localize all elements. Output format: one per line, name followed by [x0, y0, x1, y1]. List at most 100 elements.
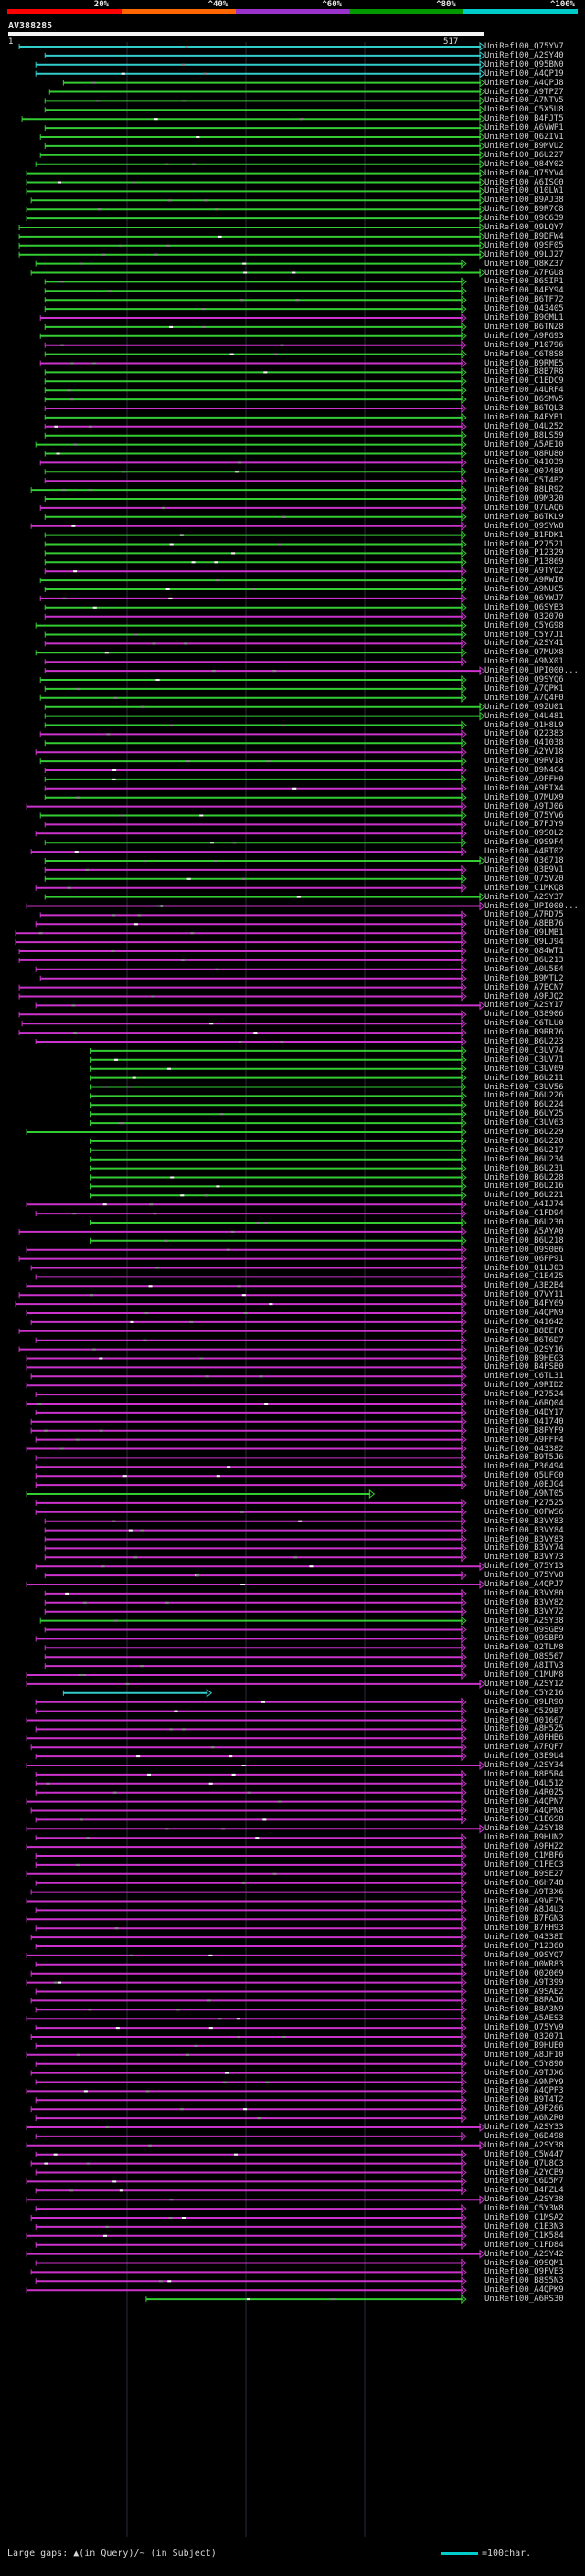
- hit-label[interactable]: UniRef100_A4QPP3: [484, 2086, 564, 2096]
- hit-label[interactable]: UniRef100_B6TNZ8: [484, 322, 564, 332]
- hit-label[interactable]: UniRef100_B6U217: [484, 1145, 564, 1155]
- hit-label[interactable]: UniRef100_Q43382: [484, 1444, 564, 1454]
- hit-label[interactable]: UniRef100_P13869: [484, 557, 564, 567]
- hit-label[interactable]: UniRef100_A0FHB6: [484, 1733, 564, 1744]
- hit-label[interactable]: UniRef100_C6T8S8: [484, 349, 564, 359]
- hit-label[interactable]: UniRef100_A9PG93: [484, 331, 564, 341]
- hit-label[interactable]: UniRef100_B8S5N3: [484, 2276, 564, 2286]
- hit-label[interactable]: UniRef100_Q4U512: [484, 1778, 564, 1788]
- hit-label[interactable]: UniRef100_Q7UAQ6: [484, 503, 564, 513]
- hit-label[interactable]: UniRef100_Q84WT1: [484, 947, 564, 956]
- hit-label[interactable]: UniRef100_B6U229: [484, 1128, 564, 1137]
- hit-label[interactable]: UniRef100_A2YCB9: [484, 2168, 564, 2178]
- hit-label[interactable]: UniRef100_A7BCN7: [484, 982, 564, 992]
- hit-label[interactable]: UniRef100_B9T5J6: [484, 1453, 564, 1463]
- hit-label[interactable]: UniRef100_C1MSA2: [484, 2213, 564, 2222]
- hit-label[interactable]: UniRef100_P27525: [484, 1498, 564, 1508]
- hit-label[interactable]: UniRef100_C1MBF6: [484, 1851, 564, 1860]
- hit-label[interactable]: UniRef100_C1MKQ8: [484, 883, 564, 893]
- hit-label[interactable]: UniRef100_B9T4T2: [484, 2095, 564, 2105]
- hit-label[interactable]: UniRef100_C3UV74: [484, 1045, 564, 1055]
- hit-label[interactable]: UniRef100_Q6H748: [484, 1878, 564, 1888]
- hit-label[interactable]: UniRef100_B7FJY9: [484, 820, 564, 830]
- hit-label[interactable]: UniRef100_B6U216: [484, 1182, 564, 1192]
- hit-label[interactable]: UniRef100_B3VY80: [484, 1588, 564, 1598]
- hit-label[interactable]: UniRef100_A2SY42: [484, 2249, 564, 2259]
- hit-label[interactable]: UniRef100_A4QPJ8: [484, 78, 564, 88]
- hit-label[interactable]: UniRef100_Q9SYQ7: [484, 1950, 564, 1960]
- hit-label[interactable]: UniRef100_A5AE10: [484, 440, 564, 450]
- hit-label[interactable]: UniRef100_C5T4B2: [484, 476, 564, 486]
- hit-label[interactable]: UniRef100_Q75YV4: [484, 168, 564, 178]
- hit-label[interactable]: UniRef100_A4URF4: [484, 386, 564, 396]
- hit-label[interactable]: UniRef100_A4QPN8: [484, 1806, 564, 1816]
- hit-label[interactable]: UniRef100_Q4U481: [484, 711, 564, 721]
- hit-label[interactable]: UniRef100_A9TJ06: [484, 801, 564, 811]
- hit-label[interactable]: UniRef100_C1E3N3: [484, 2221, 564, 2231]
- hit-label[interactable]: UniRef100_Q02069: [484, 1968, 564, 1978]
- hit-label[interactable]: UniRef100_UPI000...: [484, 901, 579, 911]
- hit-label[interactable]: UniRef100_Q3E9U4: [484, 1752, 564, 1762]
- hit-label[interactable]: UniRef100_B6UY25: [484, 1109, 564, 1119]
- hit-label[interactable]: UniRef100_A7NTV5: [484, 96, 564, 106]
- hit-label[interactable]: UniRef100_C5Y890: [484, 2059, 564, 2069]
- hit-label[interactable]: UniRef100_A6RS30: [484, 2295, 564, 2305]
- hit-label[interactable]: UniRef100_C3UV69: [484, 1064, 564, 1074]
- hit-label[interactable]: UniRef100_A4QPN7: [484, 1797, 564, 1807]
- hit-label[interactable]: UniRef100_Q9FVE3: [484, 2267, 564, 2277]
- hit-label[interactable]: UniRef100_Q9LJ94: [484, 938, 564, 948]
- hit-label[interactable]: UniRef100_A6VWP1: [484, 123, 564, 133]
- hit-label[interactable]: UniRef100_B8BEF0: [484, 1326, 564, 1336]
- hit-label[interactable]: UniRef100_B4FY94: [484, 286, 564, 296]
- hit-label[interactable]: UniRef100_Q22383: [484, 729, 564, 739]
- hit-label[interactable]: UniRef100_B3VY84: [484, 1525, 564, 1535]
- hit-label[interactable]: UniRef100_Q8RU80: [484, 449, 564, 459]
- hit-label[interactable]: UniRef100_A2SY12: [484, 1679, 564, 1689]
- hit-label[interactable]: UniRef100_Q6YWJ7: [484, 593, 564, 603]
- hit-label[interactable]: UniRef100_A9PIX4: [484, 783, 564, 793]
- hit-label[interactable]: UniRef100_A6RQ04: [484, 1399, 564, 1408]
- hit-label[interactable]: UniRef100_B6U218: [484, 1235, 564, 1246]
- hit-label[interactable]: UniRef100_A9TYO2: [484, 567, 564, 577]
- hit-label[interactable]: UniRef100_Q9SF05: [484, 240, 564, 250]
- hit-label[interactable]: UniRef100_B8B7R8: [484, 367, 564, 377]
- hit-label[interactable]: UniRef100_Q32071: [484, 2032, 564, 2041]
- hit-label[interactable]: UniRef100_A8ITV3: [484, 1661, 564, 1671]
- hit-label[interactable]: UniRef100_B9HUE0: [484, 2041, 564, 2051]
- hit-label[interactable]: UniRef100_Q75Y13: [484, 1562, 564, 1572]
- hit-label[interactable]: UniRef100_A9PJQ2: [484, 991, 564, 1002]
- hit-label[interactable]: UniRef100_Q0PWS6: [484, 1507, 564, 1517]
- hit-label[interactable]: UniRef100_A9RWI0: [484, 576, 564, 586]
- hit-label[interactable]: UniRef100_C1E6S8: [484, 1815, 564, 1825]
- hit-label[interactable]: UniRef100_A8BB76: [484, 919, 564, 929]
- hit-label[interactable]: UniRef100_A9NT05: [484, 1489, 564, 1499]
- hit-label[interactable]: UniRef100_B6SMV5: [484, 395, 564, 405]
- hit-label[interactable]: UniRef100_Q9SQM1: [484, 2258, 564, 2268]
- hit-label[interactable]: UniRef100_A0EJG4: [484, 1480, 564, 1490]
- hit-label[interactable]: UniRef100_B6U230: [484, 1218, 564, 1227]
- hit-label[interactable]: UniRef100_Q41039: [484, 458, 564, 468]
- hit-label[interactable]: UniRef100_A3B2B4: [484, 1281, 564, 1291]
- hit-label[interactable]: UniRef100_C5Y216: [484, 1688, 564, 1698]
- hit-label[interactable]: UniRef100_C5Z9B7: [484, 1706, 564, 1716]
- hit-label[interactable]: UniRef100_A2SY33: [484, 2123, 564, 2132]
- hit-label[interactable]: UniRef100_B9AJ38: [484, 196, 564, 206]
- hit-label[interactable]: UniRef100_B7FGN3: [484, 1914, 564, 1924]
- hit-label[interactable]: UniRef100_B6U213: [484, 955, 564, 965]
- hit-label[interactable]: UniRef100_A5AYA0: [484, 1226, 564, 1236]
- hit-label[interactable]: UniRef100_B8LS59: [484, 430, 564, 440]
- hit-label[interactable]: UniRef100_C1E4Z5: [484, 1272, 564, 1282]
- hit-label[interactable]: UniRef100_Q0WR83: [484, 1959, 564, 1969]
- hit-label[interactable]: UniRef100_B9N4C4: [484, 766, 564, 775]
- hit-label[interactable]: UniRef100_B6SIR1: [484, 277, 564, 287]
- hit-label[interactable]: UniRef100_Q75YV8: [484, 1571, 564, 1581]
- hit-label[interactable]: UniRef100_C1FEC3: [484, 1860, 564, 1870]
- hit-label[interactable]: UniRef100_Q7MUX8: [484, 648, 564, 658]
- hit-label[interactable]: UniRef100_Q9LMB1: [484, 928, 564, 938]
- hit-label[interactable]: UniRef100_A9RID2: [484, 1381, 564, 1391]
- hit-label[interactable]: UniRef100_B9R7C8: [484, 205, 564, 215]
- hit-label[interactable]: UniRef100_A9PFH0: [484, 774, 564, 784]
- hit-label[interactable]: UniRef100_B1PDK1: [484, 530, 564, 540]
- hit-label[interactable]: UniRef100_A9PHZ2: [484, 1842, 564, 1852]
- hit-label[interactable]: UniRef100_A2SY41: [484, 639, 564, 649]
